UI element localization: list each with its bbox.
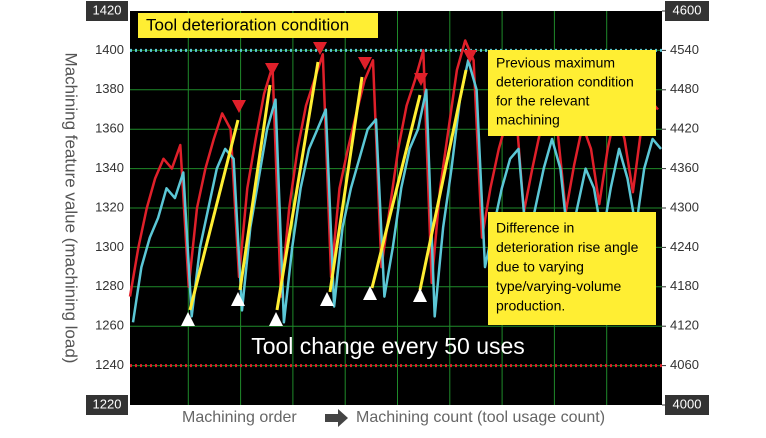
- annotation-line: for the relevant: [496, 93, 589, 109]
- annotation: Tool deterioration condition: [146, 15, 349, 34]
- y-tick-label: 1300: [95, 239, 124, 254]
- y-tick-label: 1400: [95, 42, 124, 57]
- tick-box: [665, 395, 709, 415]
- x-axis-label: Machining count (tool usage count): [356, 409, 605, 426]
- y-tick-label: 1380: [95, 81, 124, 96]
- y-tick-label: 1360: [95, 121, 124, 136]
- y2-tick-label: 4060: [670, 357, 699, 372]
- y2-tick-label: 4360: [670, 160, 699, 175]
- annotation-box: [488, 212, 656, 325]
- annotation-line: Difference in: [496, 220, 574, 236]
- annotation-line: Previous maximum: [496, 55, 615, 71]
- y2-tick-label: 4480: [670, 81, 699, 96]
- annotation: Previous maximum deterioration condition f…: [496, 55, 634, 128]
- y-tick-label: 1420: [93, 2, 122, 17]
- annotation-line: production.: [496, 298, 565, 314]
- y2-tick-label: 4420: [670, 121, 699, 136]
- y-tick-label: 1260: [95, 318, 124, 333]
- y2-tick-label: 4000: [673, 396, 702, 411]
- y-tick-label: 1340: [95, 160, 124, 175]
- y2-tick-label: 4120: [670, 318, 699, 333]
- arrow-icon: [325, 409, 348, 427]
- x-axis-label: Machining order: [182, 409, 297, 426]
- y-tick-label: 1320: [95, 199, 124, 214]
- y-tick-label: 1280: [95, 278, 124, 293]
- annotation-line: deterioration condition: [496, 74, 634, 90]
- annotation-box: [138, 13, 378, 38]
- annotation-line: due to varying: [496, 259, 584, 275]
- y-axis-label: Machining feature value (machining load): [62, 53, 81, 364]
- annotation: Difference in deterioration rise angle due…: [496, 220, 639, 314]
- annotation-box: [488, 50, 656, 136]
- y2-tick-label: 4600: [673, 2, 702, 17]
- y2-tick-label: 4540: [670, 42, 699, 57]
- tick-box: [86, 395, 128, 415]
- y2-tick-label: 4300: [670, 199, 699, 214]
- y2-tick-label: 4180: [670, 278, 699, 293]
- annotation-line: deterioration rise angle: [496, 239, 639, 255]
- axes: 1220 1240 1260 1280 1300 1320 1340 1360 1380 1400…: [86, 1, 709, 415]
- annotation-line: machining: [496, 112, 560, 128]
- y-tick-label: 1240: [95, 357, 124, 372]
- y-tick-label: 1220: [93, 396, 122, 411]
- annotation: Tool change every 50 uses: [251, 333, 525, 359]
- tick-box: [86, 1, 128, 21]
- y2-tick-label: 4240: [670, 239, 699, 254]
- series-line: [128, 39, 659, 298]
- tick-box: [665, 1, 709, 21]
- markers: [181, 42, 477, 326]
- annotation-line: type/varying-volume: [496, 278, 621, 294]
